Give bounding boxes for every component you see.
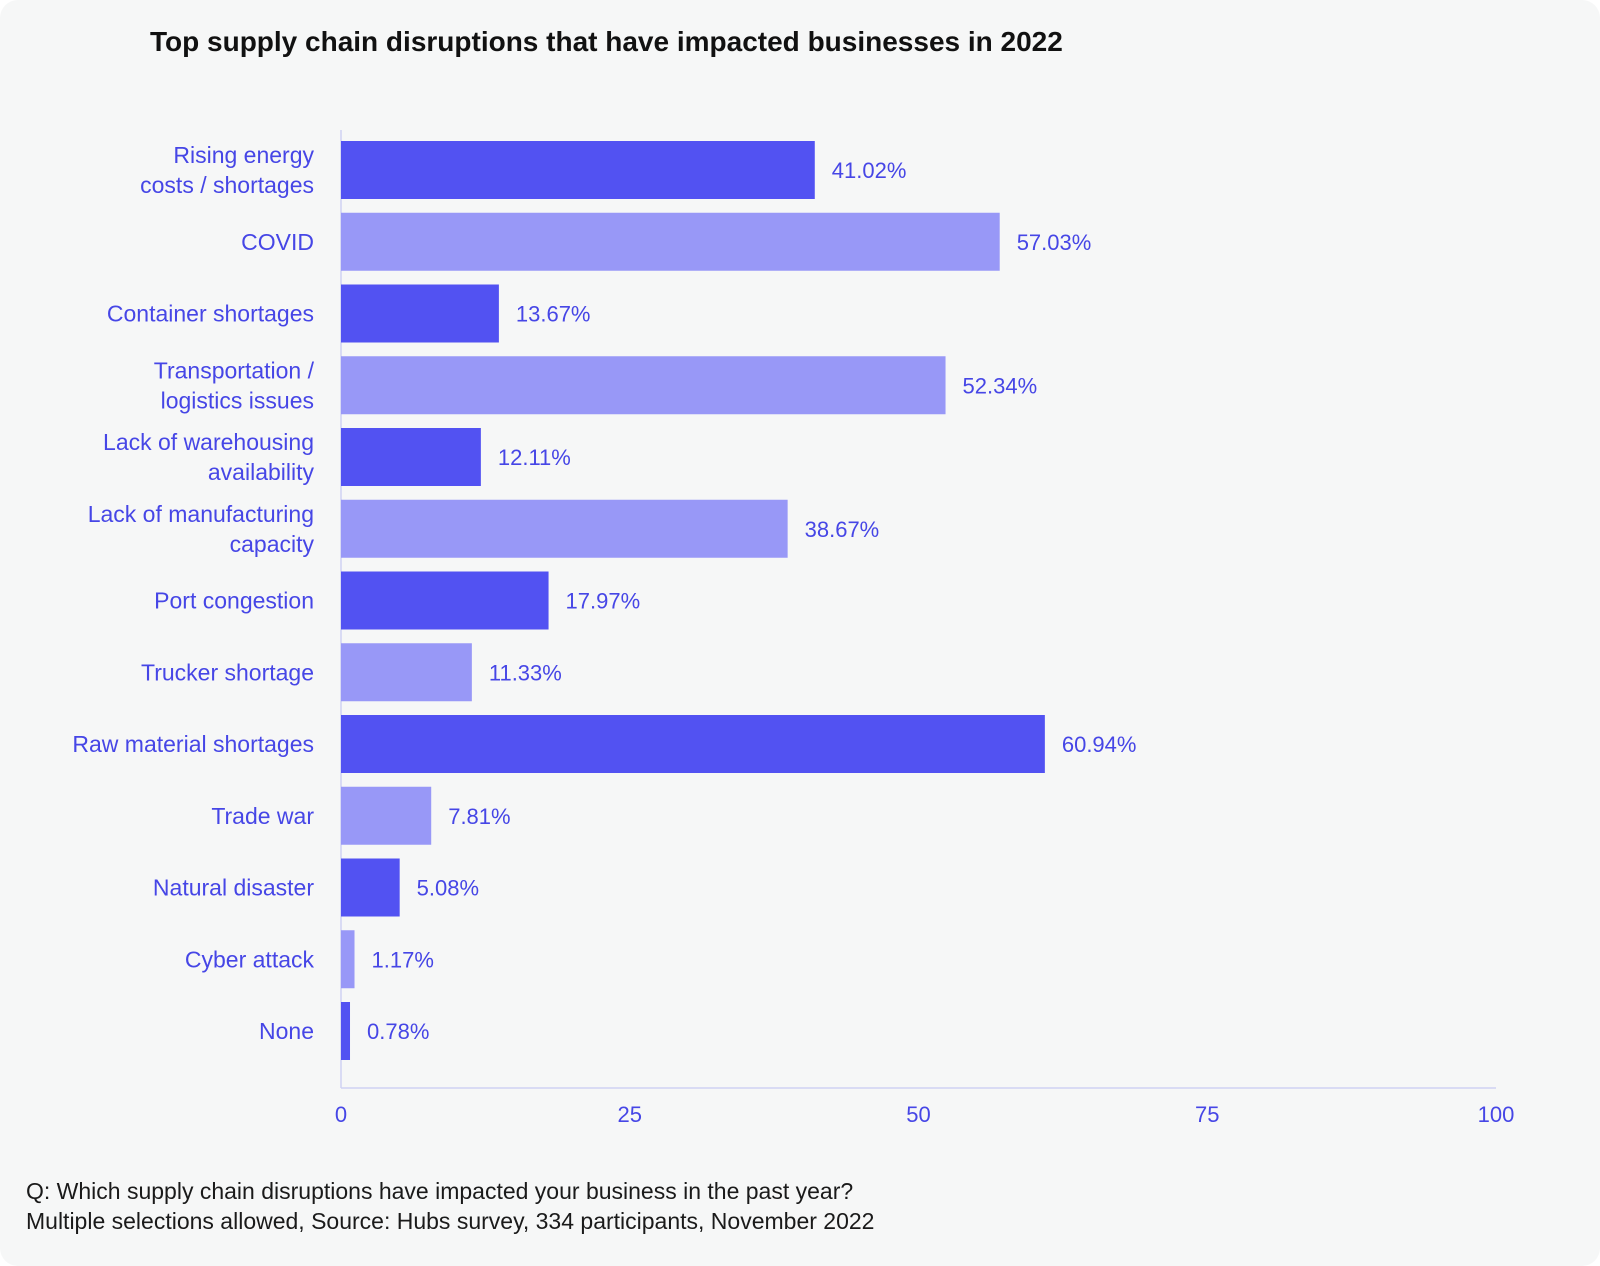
category-label: Rising energy costs / shortages — [140, 142, 314, 198]
x-tick-label: 25 — [618, 1102, 642, 1127]
x-tick-label: 0 — [335, 1102, 347, 1127]
bar-value-label: 38.67% — [805, 517, 880, 542]
bar — [341, 858, 400, 917]
bar-value-label: 7.81% — [448, 804, 510, 829]
category-label: Lack of warehousing availability — [103, 429, 314, 485]
x-tick-label: 75 — [1195, 1102, 1219, 1127]
category-label: None — [259, 1018, 314, 1044]
bar-value-label: 12.11% — [498, 445, 571, 470]
category-label: Trucker shortage — [141, 659, 314, 685]
bar — [341, 499, 788, 558]
chart-caption: Q: Which supply chain disruptions have i… — [26, 1176, 874, 1236]
category-label: Transportation / logistics issues — [154, 357, 315, 413]
x-tick-label: 100 — [1478, 1102, 1515, 1127]
category-label: Cyber attack — [185, 946, 315, 972]
bar-value-label: 1.17% — [372, 947, 434, 972]
category-label: Trade war — [211, 803, 314, 829]
bar-value-label: 52.34% — [963, 373, 1038, 398]
bar — [341, 141, 815, 199]
bar — [341, 356, 946, 415]
category-label: Natural disaster — [153, 875, 314, 901]
category-label: Port congestion — [154, 588, 314, 614]
bar — [341, 212, 1000, 271]
bar — [341, 786, 432, 845]
bar-value-label: 41.02% — [832, 158, 907, 183]
bar — [341, 571, 549, 630]
caption-question: Q: Which supply chain disruptions have i… — [26, 1178, 854, 1204]
bar-value-label: 5.08% — [417, 876, 479, 901]
category-label: Lack of manufacturing capacity — [88, 501, 315, 557]
bar-value-label: 13.67% — [516, 302, 591, 327]
bar — [341, 715, 1045, 773]
bar — [341, 930, 355, 989]
bar — [341, 428, 481, 486]
bar — [341, 1002, 351, 1060]
bar-value-label: 17.97% — [566, 589, 641, 614]
bar-value-label: 60.94% — [1062, 732, 1137, 757]
bar-value-label: 57.03% — [1017, 230, 1092, 255]
bar-value-label: 0.78% — [367, 1019, 429, 1044]
bar — [341, 284, 499, 343]
chart-title: Top supply chain disruptions that have i… — [150, 26, 1063, 57]
bar — [341, 643, 472, 702]
category-label: Container shortages — [107, 301, 314, 327]
category-label: Raw material shortages — [72, 731, 314, 757]
caption-source: Multiple selections allowed, Source: Hub… — [26, 1208, 875, 1234]
bar-value-label: 11.33% — [489, 660, 562, 685]
x-tick-label: 50 — [906, 1102, 930, 1127]
category-label: COVID — [241, 229, 314, 255]
